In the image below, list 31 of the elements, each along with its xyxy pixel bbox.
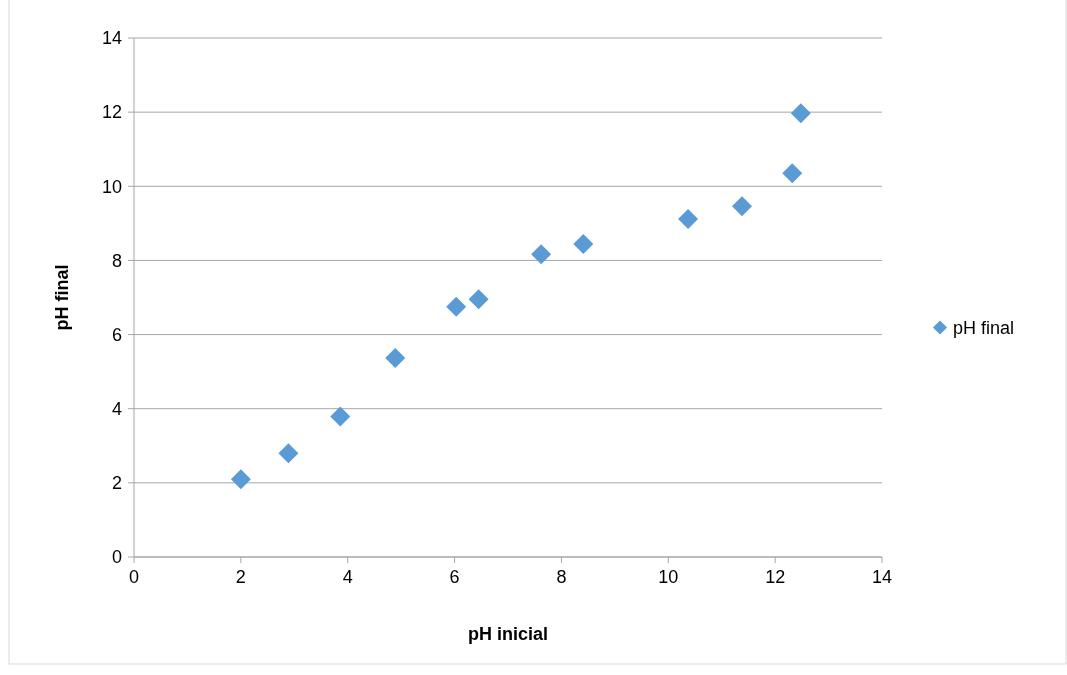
x-tick-label: 14 — [871, 567, 893, 587]
x-tick-label: 4 — [342, 567, 353, 587]
point — [573, 234, 594, 255]
x-axis-title: pH inicial — [467, 624, 549, 644]
point — [468, 289, 489, 310]
x-tick-label: 2 — [235, 567, 246, 587]
point — [278, 443, 299, 464]
point — [385, 347, 406, 368]
y-tick-label: 12 — [101, 102, 122, 123]
point — [330, 406, 351, 427]
y-tick-label: 14 — [101, 28, 122, 49]
point — [732, 196, 753, 217]
y-tick-label: 8 — [111, 250, 122, 271]
point — [531, 244, 552, 265]
point — [230, 469, 251, 490]
x-tick-label: 6 — [449, 567, 460, 587]
point — [790, 103, 811, 124]
y-tick-label: 6 — [111, 324, 122, 345]
point — [782, 163, 803, 184]
legend-label: pH final — [953, 317, 1015, 338]
x-tick-label: 12 — [765, 567, 786, 587]
x-tick-label: 8 — [556, 567, 567, 587]
y-tick-label: 4 — [111, 399, 122, 420]
x-tick-label: 0 — [128, 567, 140, 587]
y-tick-label: 2 — [111, 473, 122, 494]
y-axis-title: pH final — [52, 264, 72, 331]
y-tick-label: 10 — [101, 176, 122, 197]
x-tick-label: 10 — [658, 567, 679, 587]
y-tick-label: 0 — [111, 547, 122, 568]
point — [678, 208, 699, 229]
point — [446, 296, 467, 317]
